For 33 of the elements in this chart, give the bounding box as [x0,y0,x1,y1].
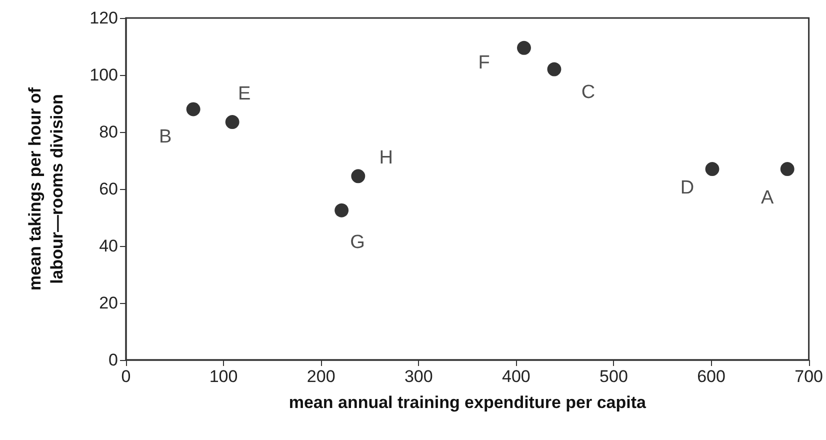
annotation: G [350,232,365,253]
point [780,162,794,176]
point [547,62,562,76]
point [334,203,349,218]
y-tick-label: 40 [99,236,118,256]
point [225,115,240,130]
annotation: H [379,148,394,169]
annotation: B [158,126,172,148]
x-tick-label: 400 [502,367,530,386]
x-tick-label: 100 [209,367,238,386]
y-tick-label: 120 [90,8,118,28]
y-tick-label: 60 [99,180,118,198]
x-tick-label: 200 [306,367,336,386]
annotation: D [680,178,694,199]
y-tick-label: 80 [99,122,118,142]
x-tick-label: 0 [121,367,131,386]
y-tick-label: 20 [99,294,118,312]
x-tick-label: 300 [404,367,433,386]
y-tick-label: 0 [108,350,118,370]
x-tick-label: 700 [794,367,824,386]
point [186,102,200,116]
point [351,169,366,184]
x-tick-label: 500 [600,367,628,386]
annotation: F [478,52,490,74]
point [517,40,531,55]
annotation: C [581,82,596,103]
y-tick-label: 100 [90,66,118,84]
point [705,162,720,176]
annotation: E [238,84,251,105]
annotation: A [761,188,774,209]
x-tick-label: 600 [697,367,726,386]
y-axis-title: mean takings per hour of labour—rooms division [26,87,66,291]
x-axis-title: mean annual training expenditure per capita [288,393,646,412]
